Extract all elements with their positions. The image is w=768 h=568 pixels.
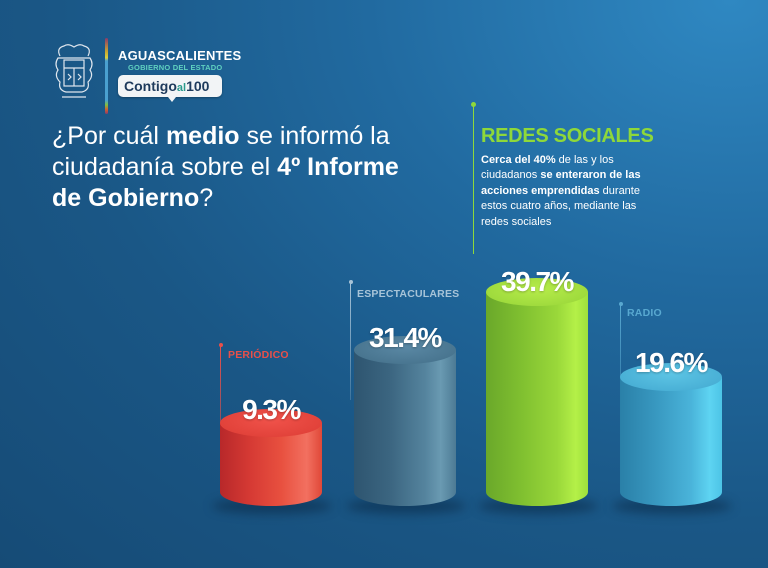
callout-bold-text: se enteraron de las acciones emprendidas bbox=[481, 169, 641, 197]
bar-espectaculares bbox=[354, 336, 456, 506]
slogan-number: 100 bbox=[186, 78, 210, 94]
callout-description: Cerca del 40% de las y los ciudadanos se… bbox=[481, 153, 661, 230]
bar-value-periodico: 9.3% bbox=[242, 394, 301, 425]
bar-top bbox=[486, 278, 588, 306]
logo-subtitle: GOBIERNO DEL ESTADO bbox=[128, 63, 223, 72]
title-text: se informó la ciudadanía sobre el bbox=[52, 122, 390, 181]
bar-value-espectaculares: 31.4% bbox=[369, 322, 442, 353]
bar-value-redes-sociales: 39.7% bbox=[501, 266, 574, 297]
callout-bold-text: Cerca del 40% bbox=[481, 154, 556, 166]
bar-value-radio: 19.6% bbox=[635, 347, 708, 378]
slogan-main: Contigo bbox=[124, 78, 177, 94]
bar-radio bbox=[620, 363, 722, 506]
slogan-al: al bbox=[176, 82, 187, 94]
pin-line bbox=[220, 345, 221, 460]
bar-top bbox=[620, 363, 722, 391]
logo-divider-bar bbox=[105, 38, 108, 114]
title-bold-informe: 4º Informe de Gobierno bbox=[52, 153, 399, 212]
pin-line bbox=[350, 282, 351, 400]
pin-dot bbox=[219, 343, 223, 347]
bar-label-radio: RADIO bbox=[627, 307, 662, 319]
bar-top bbox=[354, 336, 456, 364]
callout-title: REDES SOCIALES bbox=[481, 125, 654, 147]
title-text: ? bbox=[199, 184, 214, 212]
callout-pin-line bbox=[473, 104, 474, 254]
bar-top bbox=[220, 409, 322, 437]
chart-title: ¿Por cuál medio se informó la ciudadanía… bbox=[52, 121, 412, 214]
title-text: ¿Por cuál bbox=[52, 122, 166, 150]
pin-dot bbox=[619, 302, 623, 306]
pin-dot bbox=[349, 280, 353, 284]
logo-slogan-badge: Contigoal100 bbox=[118, 75, 222, 102]
bar-label-espectaculares: ESPECTACULARES bbox=[357, 288, 460, 300]
callout-text: durante estos cuatro años, mediante las … bbox=[481, 184, 640, 228]
bar-periodico bbox=[220, 409, 322, 506]
callout-text: de las y los ciudadanos bbox=[481, 154, 614, 182]
bar-redes-sociales bbox=[486, 278, 588, 506]
state-crest-icon bbox=[55, 44, 93, 98]
title-bold-medio: medio bbox=[165, 122, 240, 150]
logo-state-name: AGUASCALIENTES bbox=[118, 48, 242, 63]
pin-line bbox=[620, 304, 621, 404]
bar-label-periodico: PERIÓDICO bbox=[228, 349, 289, 361]
